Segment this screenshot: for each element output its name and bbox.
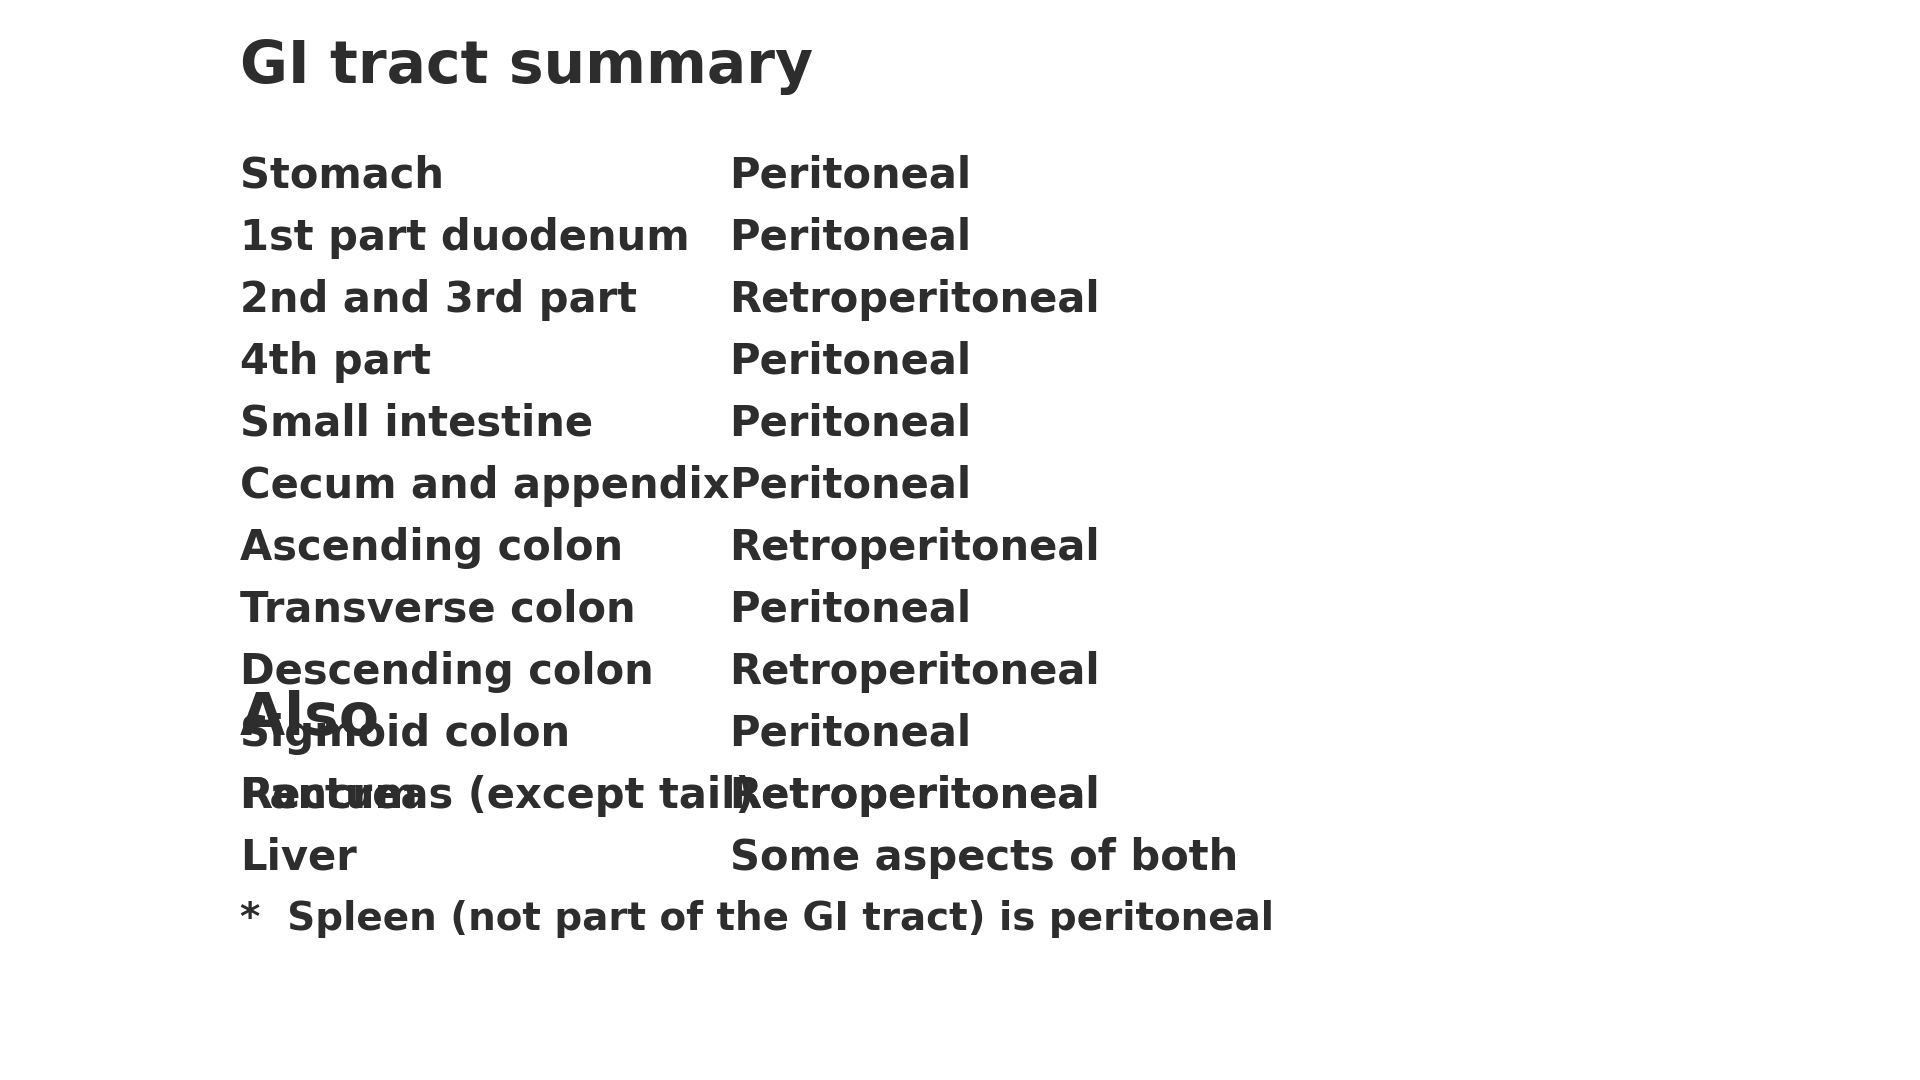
- Text: Peritoneal: Peritoneal: [730, 403, 972, 445]
- Text: Sigmoid colon: Sigmoid colon: [240, 713, 570, 755]
- Text: Also: Also: [240, 690, 380, 747]
- Text: GI tract summary: GI tract summary: [240, 38, 812, 95]
- Text: Some aspects of both: Some aspects of both: [730, 837, 1238, 879]
- Text: Peritoneal: Peritoneal: [730, 465, 972, 507]
- Text: 2nd and 3rd part: 2nd and 3rd part: [240, 279, 637, 321]
- Text: Peritoneal: Peritoneal: [730, 589, 972, 631]
- Text: Transverse colon: Transverse colon: [240, 589, 636, 631]
- Text: 4th part: 4th part: [240, 341, 432, 383]
- Text: Cecum and appendix: Cecum and appendix: [240, 465, 730, 507]
- Text: Descending colon: Descending colon: [240, 651, 653, 693]
- Text: Peritoneal: Peritoneal: [730, 341, 972, 383]
- Text: Retroperitoneal: Retroperitoneal: [730, 775, 1100, 816]
- Text: 1st part duodenum: 1st part duodenum: [240, 217, 689, 259]
- Text: Rectum: Rectum: [240, 775, 419, 816]
- Text: Retroperitoneal: Retroperitoneal: [730, 279, 1100, 321]
- Text: Liver: Liver: [240, 837, 357, 879]
- Text: Retroperitoneal: Retroperitoneal: [730, 527, 1100, 569]
- Text: *  Spleen (not part of the GI tract) is peritoneal: * Spleen (not part of the GI tract) is p…: [240, 900, 1275, 939]
- Text: Pancreas (except tail): Pancreas (except tail): [240, 775, 755, 816]
- Text: Stomach: Stomach: [240, 156, 444, 197]
- Text: Small intestine: Small intestine: [240, 403, 593, 445]
- Text: Peritoneal: Peritoneal: [730, 713, 972, 755]
- Text: Peritoneal: Peritoneal: [730, 156, 972, 197]
- Text: Peritoneal: Peritoneal: [730, 217, 972, 259]
- Text: Ascending colon: Ascending colon: [240, 527, 624, 569]
- Text: Retroperitoneal: Retroperitoneal: [730, 651, 1100, 693]
- Text: Retroperitoneal: Retroperitoneal: [730, 775, 1100, 816]
